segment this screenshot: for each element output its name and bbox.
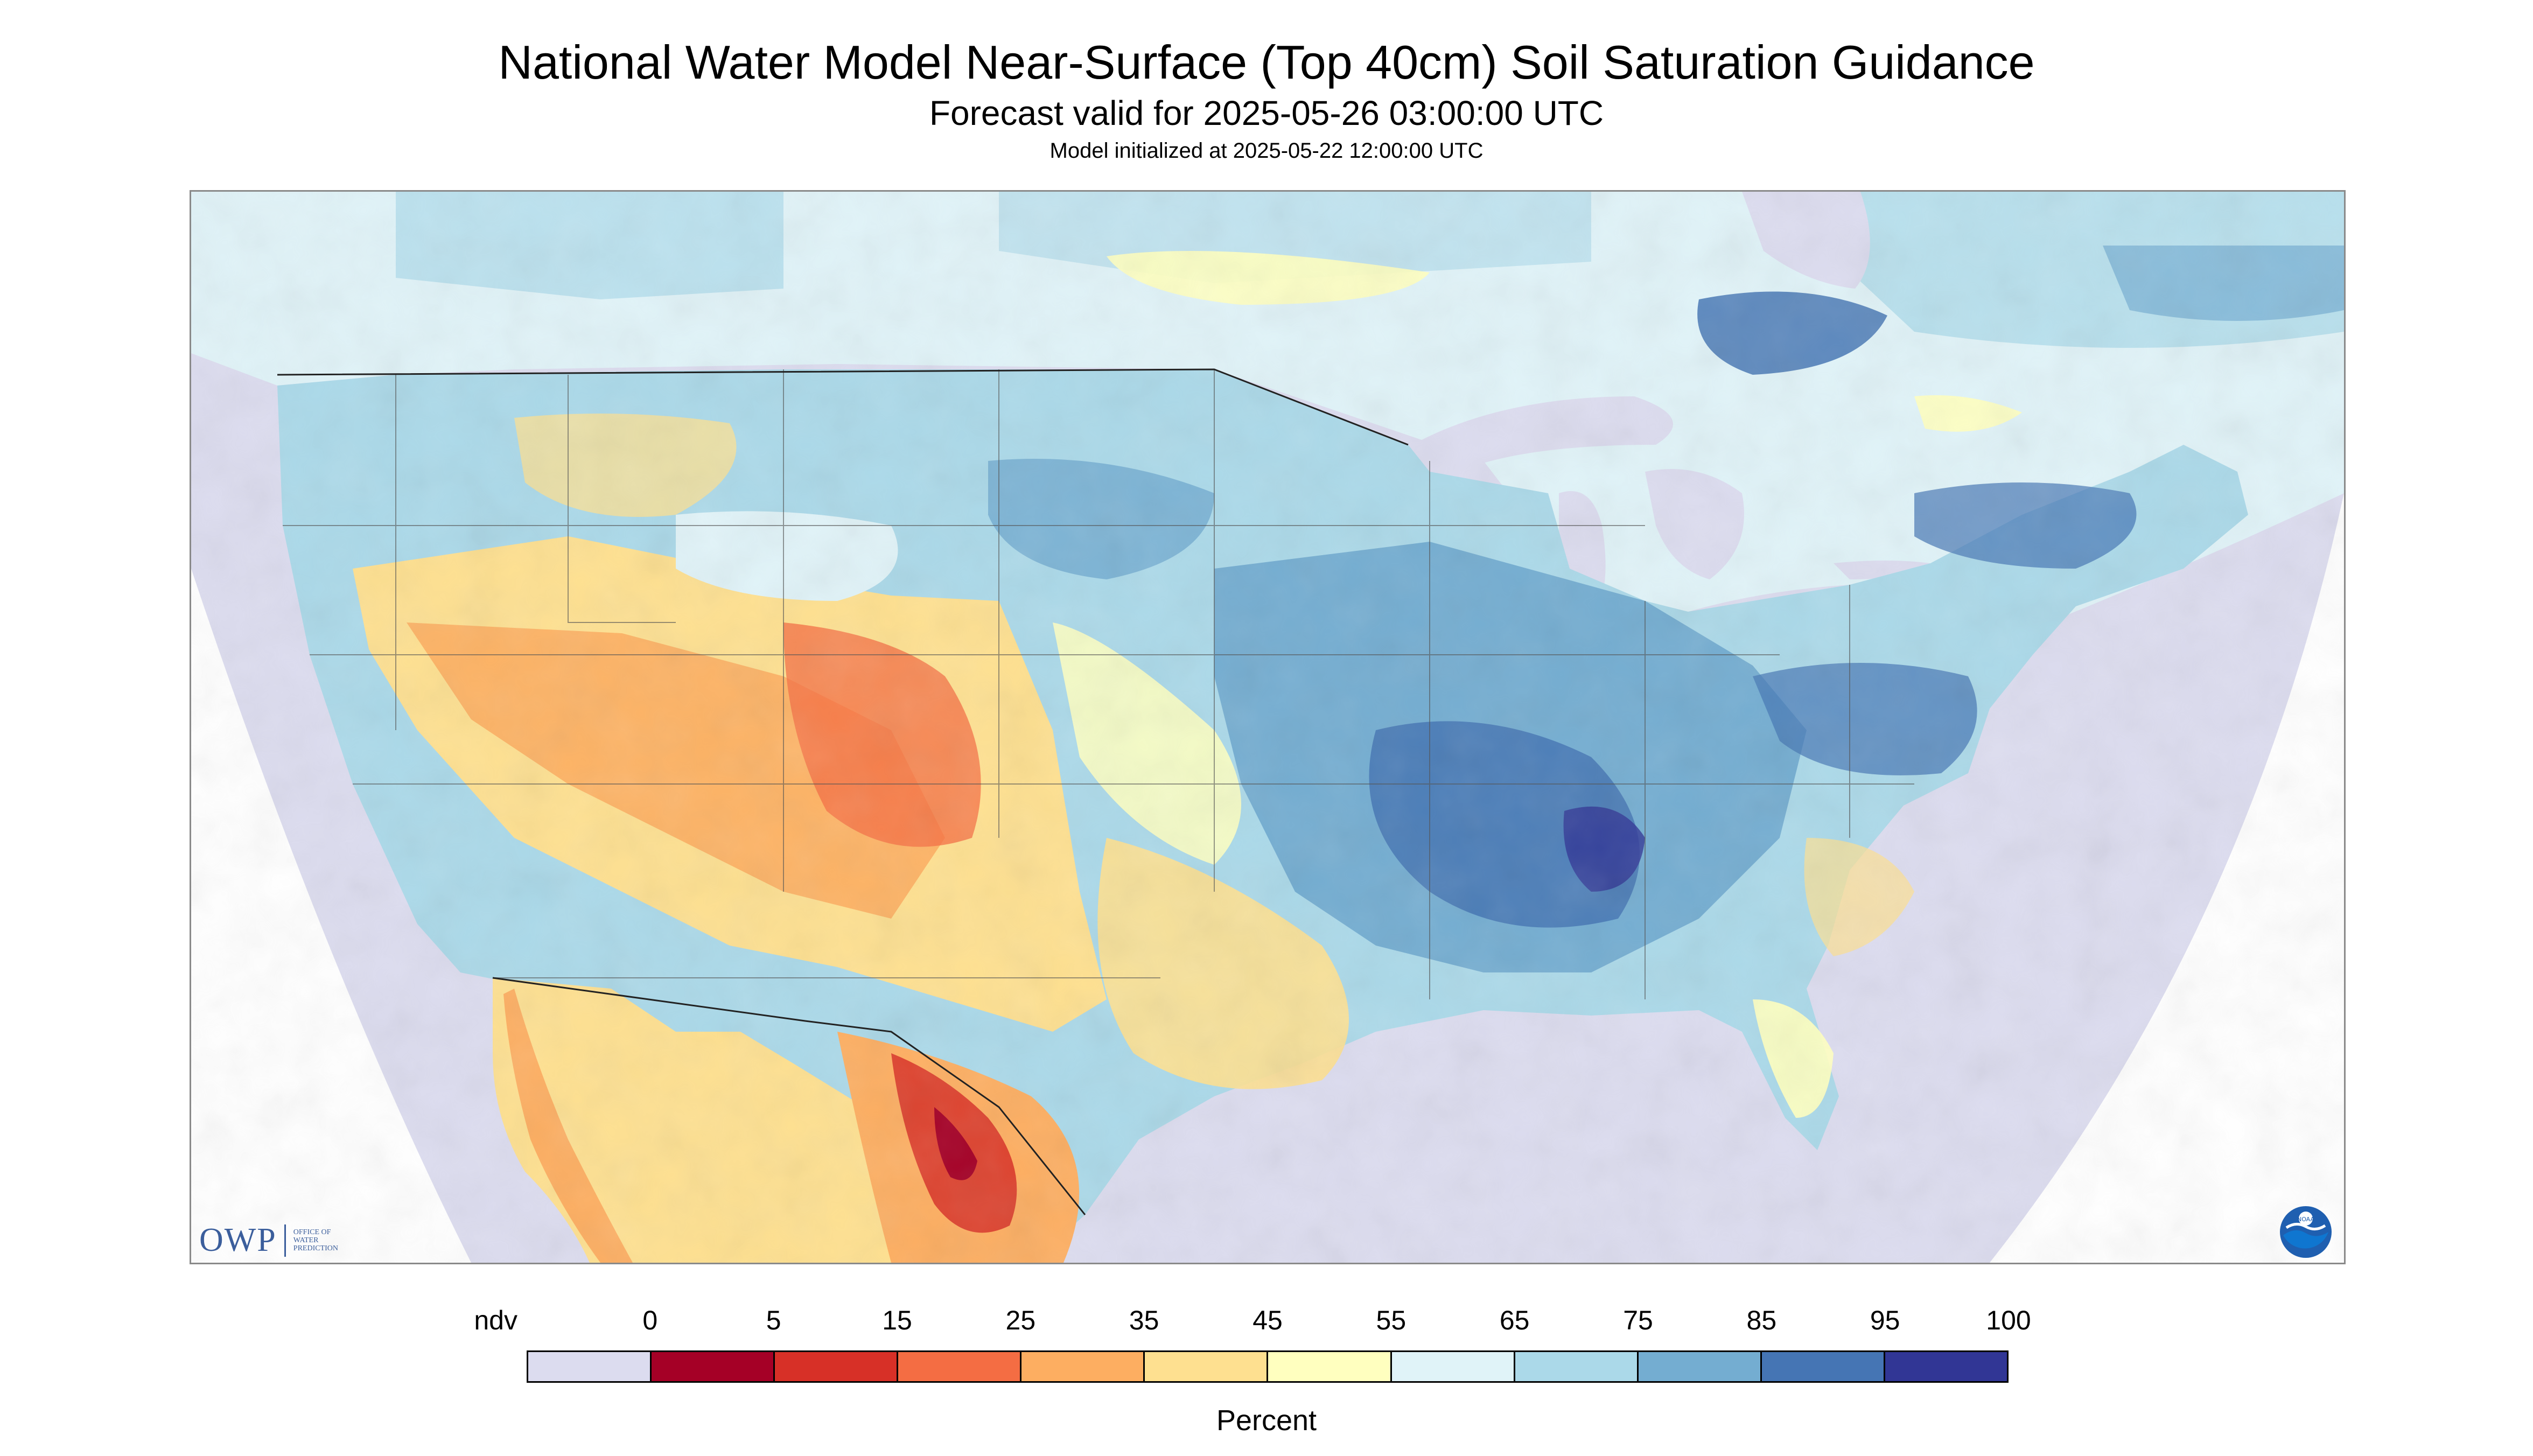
map-title: National Water Model Near-Surface (Top 4… (498, 36, 2035, 89)
forecast-valid-subtitle: Forecast valid for 2025-05-26 03:00:00 U… (929, 94, 1604, 132)
legend-tick-label: 5 (766, 1305, 781, 1335)
legend-swatch (1885, 1352, 2007, 1381)
legend-swatch (1391, 1352, 1515, 1381)
legend-tick-label: 35 (1129, 1305, 1159, 1335)
legend-tick-label: 65 (1499, 1305, 1530, 1335)
legend-tick-label: 55 (1376, 1305, 1407, 1335)
owp-mark: OWP (199, 1222, 277, 1258)
legend-tick-label: 95 (1870, 1305, 1900, 1335)
color-legend: ndv 0 5 15 25 35 45 55 65 75 85 95 100 (474, 1304, 2031, 1385)
state-borders (283, 369, 1914, 999)
legend-swatch (1021, 1352, 1145, 1381)
legend-swatch (775, 1352, 899, 1381)
model-init-subtitle: Model initialized at 2025-05-22 12:00:00… (1049, 139, 1484, 163)
legend-tick-label: 0 (642, 1305, 658, 1335)
owp-separator (284, 1224, 286, 1257)
legend-tick-label: 100 (1986, 1305, 2031, 1335)
legend-swatch (1268, 1352, 1392, 1381)
legend-swatch (528, 1352, 652, 1381)
legend-swatch (1515, 1352, 1639, 1381)
legend-unit-label: Percent (1216, 1404, 1317, 1437)
legend-tick-label: ndv (474, 1305, 517, 1335)
legend-tick-labels: ndv 0 5 15 25 35 45 55 65 75 85 95 100 (474, 1304, 2031, 1342)
soil-saturation-map (190, 190, 2346, 1264)
legend-swatch (1638, 1352, 1762, 1381)
legend-swatch (652, 1352, 775, 1381)
legend-swatch (898, 1352, 1022, 1381)
legend-color-bar (527, 1350, 2009, 1383)
legend-tick-label: 25 (1005, 1305, 1036, 1335)
legend-tick-label: 15 (882, 1305, 912, 1335)
national-border (277, 368, 1409, 1215)
noaa-logo: NOAA (2280, 1206, 2332, 1258)
legend-tick-label: 45 (1252, 1305, 1283, 1335)
legend-swatch (1145, 1352, 1269, 1381)
legend-tick-label: 75 (1623, 1305, 1653, 1335)
legend-swatch (1761, 1352, 1885, 1381)
owp-logo: OWP Office of Water Prediction (199, 1221, 338, 1259)
svg-text:NOAA: NOAA (2297, 1216, 2315, 1223)
owp-text: Office of Water Prediction (293, 1228, 339, 1252)
legend-tick-label: 85 (1746, 1305, 1777, 1335)
